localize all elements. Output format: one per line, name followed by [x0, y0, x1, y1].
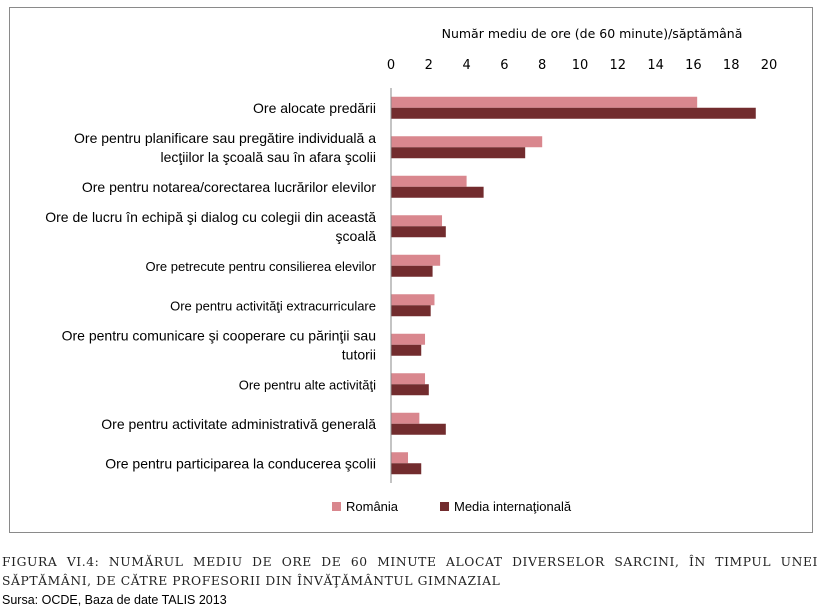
bar-media-internationala: [391, 384, 429, 396]
x-tick-label: 20: [761, 58, 778, 73]
x-tick-label: 6: [500, 58, 508, 73]
bar-romania: [391, 333, 426, 345]
bar-romania: [391, 254, 441, 266]
category-label: Ore pentru planificare sau pregătire ind…: [74, 130, 376, 146]
bar-media-internationala: [391, 305, 431, 317]
bar-romania: [391, 136, 543, 148]
category-label: Ore pentru comunicare şi cooperare cu pă…: [62, 327, 376, 343]
bar-romania: [391, 96, 698, 108]
legend-label: România: [346, 499, 399, 514]
bar-romania: [391, 452, 409, 464]
bar-romania: [391, 373, 426, 385]
category-label: tutorii: [342, 346, 376, 362]
bar-media-internationala: [391, 423, 446, 435]
bar-media-internationala: [391, 147, 526, 159]
x-tick-label: 8: [538, 58, 546, 73]
bar-romania: [391, 215, 443, 227]
x-tick-label: 18: [723, 58, 740, 73]
x-axis-title: Număr mediu de ore (de 60 minute)/săptăm…: [442, 26, 743, 41]
category-label: lecţiilor la şcoală sau în afara şcolii: [160, 149, 376, 165]
x-tick-label: 0: [387, 58, 395, 73]
category-label: Ore pentru activităţi extracurriculare: [170, 298, 376, 313]
x-tick-label: 12: [610, 58, 627, 73]
category-label: Ore pentru alte activităţi: [239, 377, 376, 392]
category-label: Ore alocate predării: [253, 100, 376, 116]
category-label: şcoală: [336, 228, 377, 244]
bar-romania: [391, 175, 467, 187]
bar-media-internationala: [391, 186, 484, 198]
figure-source: Sursa: OCDE, Baza de date TALIS 2013: [2, 593, 227, 607]
chart-svg: Număr mediu de ore (de 60 minute)/săptăm…: [45, 26, 778, 514]
legend-label: Media internaţională: [454, 499, 572, 514]
bar-media-internationala: [391, 107, 756, 119]
bar-media-internationala: [391, 226, 446, 238]
category-label: Ore petrecute pentru consilierea elevilo…: [145, 259, 376, 274]
x-tick-label: 16: [685, 58, 702, 73]
x-tick-label: 4: [462, 58, 470, 73]
bar-romania: [391, 294, 435, 306]
figure-caption: FIGURA VI.4: NUMĂRUL MEDIU DE ORE DE 60 …: [2, 555, 818, 588]
chart-frame: Număr mediu de ore (de 60 minute)/săptăm…: [9, 7, 813, 533]
legend-swatch: [440, 502, 449, 511]
x-tick-label: 10: [572, 58, 589, 73]
x-tick-label: 2: [425, 58, 433, 73]
bar-media-internationala: [391, 344, 422, 356]
bar-media-internationala: [391, 265, 433, 277]
legend-swatch: [332, 502, 341, 511]
category-label: Ore de lucru în echipă şi dialog cu cole…: [45, 209, 376, 225]
bar-media-internationala: [391, 463, 422, 475]
x-tick-label: 14: [647, 58, 664, 73]
bar-romania: [391, 412, 420, 424]
category-label: Ore pentru activitate administrativă gen…: [101, 416, 376, 432]
category-label: Ore pentru participarea la conducerea şc…: [105, 455, 376, 471]
category-label: Ore pentru notarea/corectarea lucrărilor…: [82, 179, 376, 195]
